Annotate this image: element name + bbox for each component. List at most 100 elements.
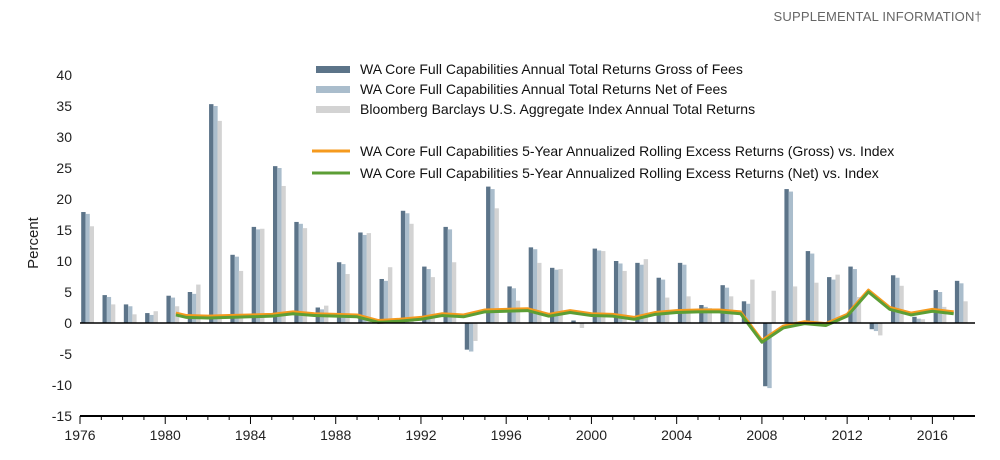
net-bar-1979 — [149, 314, 154, 323]
index-bar-1986 — [302, 228, 308, 323]
legend-label-index: Bloomberg Barclays U.S. Aggregate Index … — [360, 101, 755, 117]
index-bar-2009 — [792, 286, 798, 323]
net-bar-1981 — [191, 293, 197, 323]
index-bar-2017 — [963, 301, 968, 323]
index-bar-2012 — [856, 296, 862, 323]
net-bar-1983 — [234, 256, 239, 323]
index-bar-1977 — [110, 304, 116, 323]
index-bar-1997 — [537, 262, 542, 323]
legend: WA Core Full Capabilities Annual Total R… — [312, 61, 894, 181]
index-bar-2001 — [622, 270, 627, 323]
gross-bar-2003 — [656, 277, 661, 323]
y-tick-label-30: 30 — [56, 129, 72, 145]
gross-bar-1992 — [422, 266, 427, 323]
index-bar-2002 — [643, 259, 649, 323]
net-bar-1996 — [511, 288, 516, 323]
excess_net-line — [175, 290, 954, 344]
net-bar-1988 — [341, 264, 346, 323]
net-bar-2013 — [873, 323, 879, 332]
legend-swatch-gross — [316, 66, 350, 73]
legend-swatch-net — [316, 86, 350, 93]
y-axis-label: Percent — [25, 216, 42, 269]
gross-bar-2009 — [784, 189, 789, 323]
y-tick-label--10: -10 — [52, 377, 72, 393]
legend-label-gross: WA Core Full Capabilities Annual Total R… — [360, 61, 743, 77]
net-bar-2015 — [916, 318, 921, 323]
net-bar-1978 — [128, 306, 133, 323]
x-tick-label-1992: 1992 — [405, 427, 436, 443]
net-bar-1984 — [255, 229, 261, 323]
index-bar-2000 — [601, 251, 606, 323]
index-bar-1993 — [451, 262, 457, 323]
index-bar-2008 — [771, 290, 776, 323]
axes-layer: 1976 1980 1984 1988 1992 1996 2000 2004 2008 2012… — [52, 67, 975, 443]
net-bar-2001 — [618, 263, 623, 323]
index-bar-1989 — [366, 233, 372, 323]
index-bar-1984 — [260, 228, 265, 323]
x-tick-label-1980: 1980 — [150, 427, 181, 443]
net-bar-2000 — [596, 250, 602, 323]
index-bar-1991 — [409, 223, 414, 323]
gross-bar-1995 — [486, 186, 491, 323]
gross-bar-2000 — [592, 248, 598, 323]
gross-bar-2007 — [741, 301, 747, 323]
gross-bar-1978 — [123, 304, 129, 323]
index-bar-1999 — [579, 323, 585, 328]
gross-bar-2011 — [827, 277, 832, 323]
legend-label-excess_net: WA Core Full Capabilities 5-Year Annuali… — [360, 165, 879, 181]
gross-bar-1994 — [464, 323, 470, 350]
x-tick-label-1988: 1988 — [320, 427, 351, 443]
net-bar-1991 — [405, 213, 410, 323]
gross-bar-2006 — [720, 285, 725, 323]
supplemental-information-note: SUPPLEMENTAL INFORMATION† — [773, 9, 982, 24]
gross-bar-1980 — [166, 295, 171, 323]
x-tick-label-1976: 1976 — [64, 427, 95, 443]
gross-bar-1979 — [145, 313, 150, 323]
index-bar-1992 — [430, 277, 435, 323]
gross-bar-2004 — [677, 262, 683, 323]
net-bar-2003 — [660, 279, 666, 323]
gross-bar-1991 — [400, 210, 406, 323]
net-bar-1977 — [106, 296, 112, 323]
index-bar-1990 — [387, 267, 393, 323]
net-bar-1995 — [490, 189, 495, 323]
net-bar-1993 — [447, 229, 453, 323]
gross-bar-1998 — [550, 267, 555, 323]
bar-layer — [81, 104, 968, 389]
x-tick-label-2016: 2016 — [917, 427, 948, 443]
index-bar-1995 — [494, 208, 499, 323]
gross-bar-1999 — [571, 320, 576, 323]
gross-bar-2014 — [890, 275, 896, 323]
net-bar-1986 — [298, 223, 303, 323]
net-bar-2006 — [724, 287, 730, 323]
gross-bar-2002 — [635, 262, 640, 323]
gross-bar-2012 — [848, 266, 853, 323]
index-bar-1994 — [473, 323, 478, 341]
net-bar-1992 — [426, 269, 431, 323]
gross-bar-1988 — [336, 262, 342, 323]
index-bar-1983 — [238, 270, 244, 323]
net-bar-1976 — [85, 213, 90, 323]
index-bar-2016 — [941, 306, 947, 323]
gross-bar-1996 — [507, 286, 512, 323]
net-bar-2012 — [852, 269, 857, 323]
gross-bar-2001 — [613, 261, 619, 323]
x-tick-label-2000: 2000 — [576, 427, 607, 443]
index-bar-2007 — [750, 279, 755, 323]
gross-bar-2013 — [869, 323, 875, 330]
net-bar-2007 — [746, 303, 751, 323]
gross-bar-2005 — [699, 305, 704, 323]
index-bar-2013 — [878, 323, 883, 336]
index-bar-2014 — [899, 285, 904, 323]
net-bar-2009 — [788, 191, 794, 323]
index-bar-2011 — [835, 274, 840, 323]
x-tick-label-2008: 2008 — [746, 427, 777, 443]
index-bar-2005 — [707, 308, 712, 323]
legend-label-net: WA Core Full Capabilities Annual Total R… — [360, 81, 727, 97]
y-tick-label--5: -5 — [60, 346, 73, 362]
gross-bar-1983 — [230, 254, 235, 323]
net-bar-1990 — [383, 280, 389, 323]
gross-bar-1982 — [209, 104, 214, 323]
index-bar-1979 — [153, 311, 158, 323]
index-bar-1978 — [132, 314, 137, 323]
